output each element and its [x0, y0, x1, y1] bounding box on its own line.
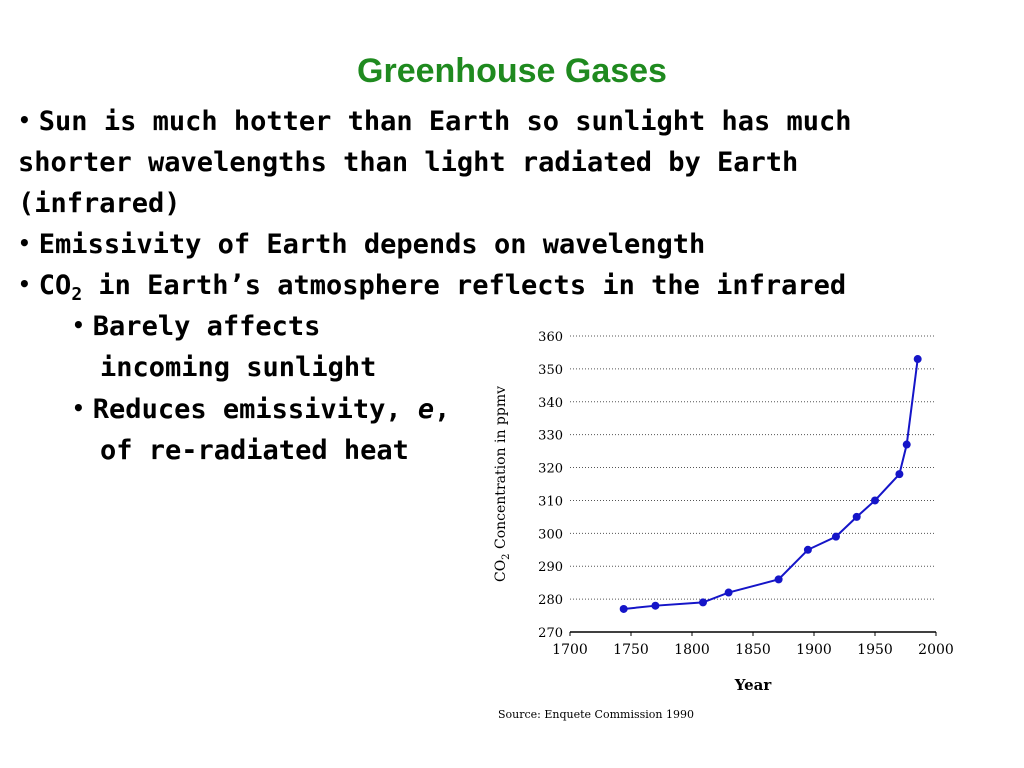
subbullet-emissivity-line2: of re-radiated heat: [100, 435, 409, 466]
subbullet-sunlight-line2: incoming sunlight: [100, 352, 377, 383]
bullet-co2: • CO2 in Earth’s atmosphere reflects in t…: [18, 264, 846, 315]
y-axis-label-prefix: CO: [493, 560, 509, 582]
bullet-emissivity: • Emissivity of Earth depends on waveleng…: [18, 223, 705, 265]
slide-title: Greenhouse Gases: [357, 52, 667, 90]
y-tick-label: 340: [538, 396, 563, 411]
data-point: [651, 601, 660, 610]
bullet-dot: •: [72, 313, 85, 337]
emissivity-symbol: e: [417, 394, 435, 425]
x-tick-label: 1950: [857, 642, 893, 658]
subbullet-emissivity-suffix: ,: [434, 394, 451, 425]
x-axis-label: Year: [734, 676, 773, 694]
y-tick-label: 360: [538, 330, 563, 345]
co2-prefix: CO: [38, 270, 72, 301]
y-axis-label: CO2 Concentration in ppmv: [493, 386, 512, 582]
x-tick-label: 1750: [613, 642, 649, 658]
x-tick-label: 1800: [674, 642, 710, 658]
x-tick-label: 1900: [796, 642, 832, 658]
y-axis-label-subscript: 2: [501, 553, 512, 559]
bullet-sunlight-line1: Sun is much hotter than Earth so sunligh…: [38, 106, 852, 137]
y-tick-label: 300: [538, 527, 563, 542]
data-point: [831, 532, 840, 541]
data-point: [724, 588, 733, 597]
bullet-sunlight-line3: (infrared): [18, 188, 181, 219]
bullet-dot: •: [18, 272, 31, 296]
bullet-sunlight-line2: shorter wavelengths than light radiated …: [18, 147, 799, 178]
data-point: [803, 545, 812, 554]
chart-source: Source: Enquete Commission 1990: [498, 708, 694, 721]
y-axis-label-rest: Concentration in ppmv: [493, 386, 509, 554]
bullet-emissivity-text: Emissivity of Earth depends on wavelengt…: [38, 229, 706, 260]
co2-rest: in Earth’s atmosphere reflects in the in…: [82, 270, 847, 301]
y-tick-label: 280: [538, 593, 563, 608]
data-point: [913, 355, 922, 364]
bullet-dot: •: [72, 396, 85, 420]
data-point: [698, 598, 707, 607]
x-tick-label: 1700: [552, 642, 588, 658]
x-tick-label: 1850: [735, 642, 771, 658]
data-point: [852, 512, 861, 521]
y-tick-label: 320: [538, 462, 563, 477]
data-point: [774, 575, 783, 584]
y-tick-label: 350: [538, 363, 563, 378]
co2-chart: 270 280 290 300 310 320 330 340 350 360 1700 1750 18…: [493, 330, 954, 721]
subbullet-emissivity: • Reduces emissivity, e, of re-radiated h…: [72, 388, 450, 471]
bullet-dot: •: [18, 231, 31, 255]
data-point: [871, 496, 879, 505]
bullet-dot: •: [18, 108, 31, 132]
data-point: [902, 440, 911, 449]
series-line: [623, 358, 919, 610]
bullet-sunlight: • Sun is much hotter than Earth so sunlig…: [18, 100, 852, 224]
co2-subscript: 2: [71, 284, 83, 305]
subbullet-sunlight: • Barely affects incoming sunlight: [72, 305, 376, 388]
x-tick-label: 2000: [918, 642, 954, 658]
y-tick-label: 330: [538, 429, 563, 444]
data-point: [895, 470, 904, 479]
data-point: [619, 604, 628, 613]
subbullet-emissivity-prefix: Reduces emissivity,: [92, 394, 418, 425]
subbullet-sunlight-line1: Barely affects: [92, 311, 321, 342]
y-tick-label: 290: [538, 560, 563, 575]
y-tick-label: 310: [538, 494, 563, 509]
y-tick-label: 270: [538, 626, 563, 641]
